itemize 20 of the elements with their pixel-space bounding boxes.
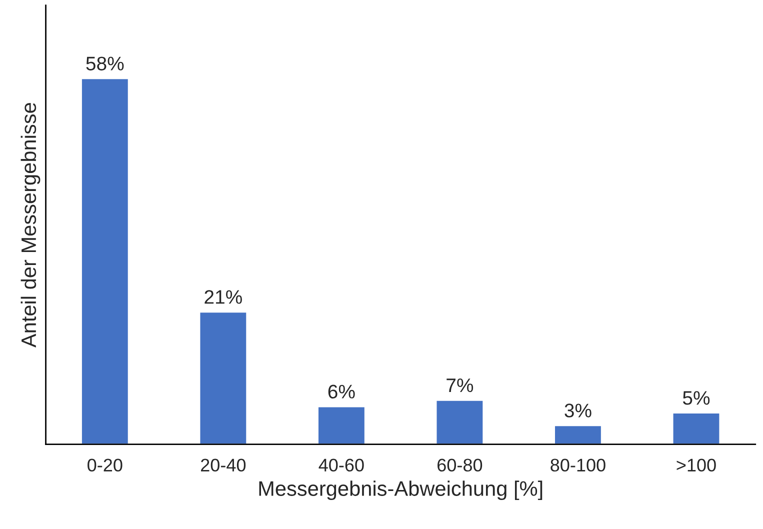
bar [198, 311, 248, 444]
x-axis-title: Messergebnis-Abweichung [%] [259, 480, 542, 500]
x-tick-label: 20-40 [201, 458, 246, 472]
x-tick-label: 80-100 [550, 458, 606, 472]
data-label: 5% [682, 391, 710, 405]
data-label: 58% [86, 56, 124, 70]
bar [672, 412, 721, 444]
bar [554, 424, 602, 444]
data-label: 21% [204, 290, 242, 304]
data-label: 3% [564, 404, 592, 418]
bar [317, 406, 366, 444]
x-tick-label: 40-60 [318, 458, 364, 472]
x-tick-label: >100 [676, 458, 716, 472]
x-tick-label: 60-80 [438, 458, 482, 472]
data-label: 6% [328, 384, 355, 398]
bar [80, 78, 130, 444]
x-tick-label: 0-20 [88, 458, 122, 472]
y-axis-title: Anteil der Messergebnisse [20, 102, 40, 348]
data-label: 7% [446, 378, 474, 392]
bar [435, 400, 484, 444]
